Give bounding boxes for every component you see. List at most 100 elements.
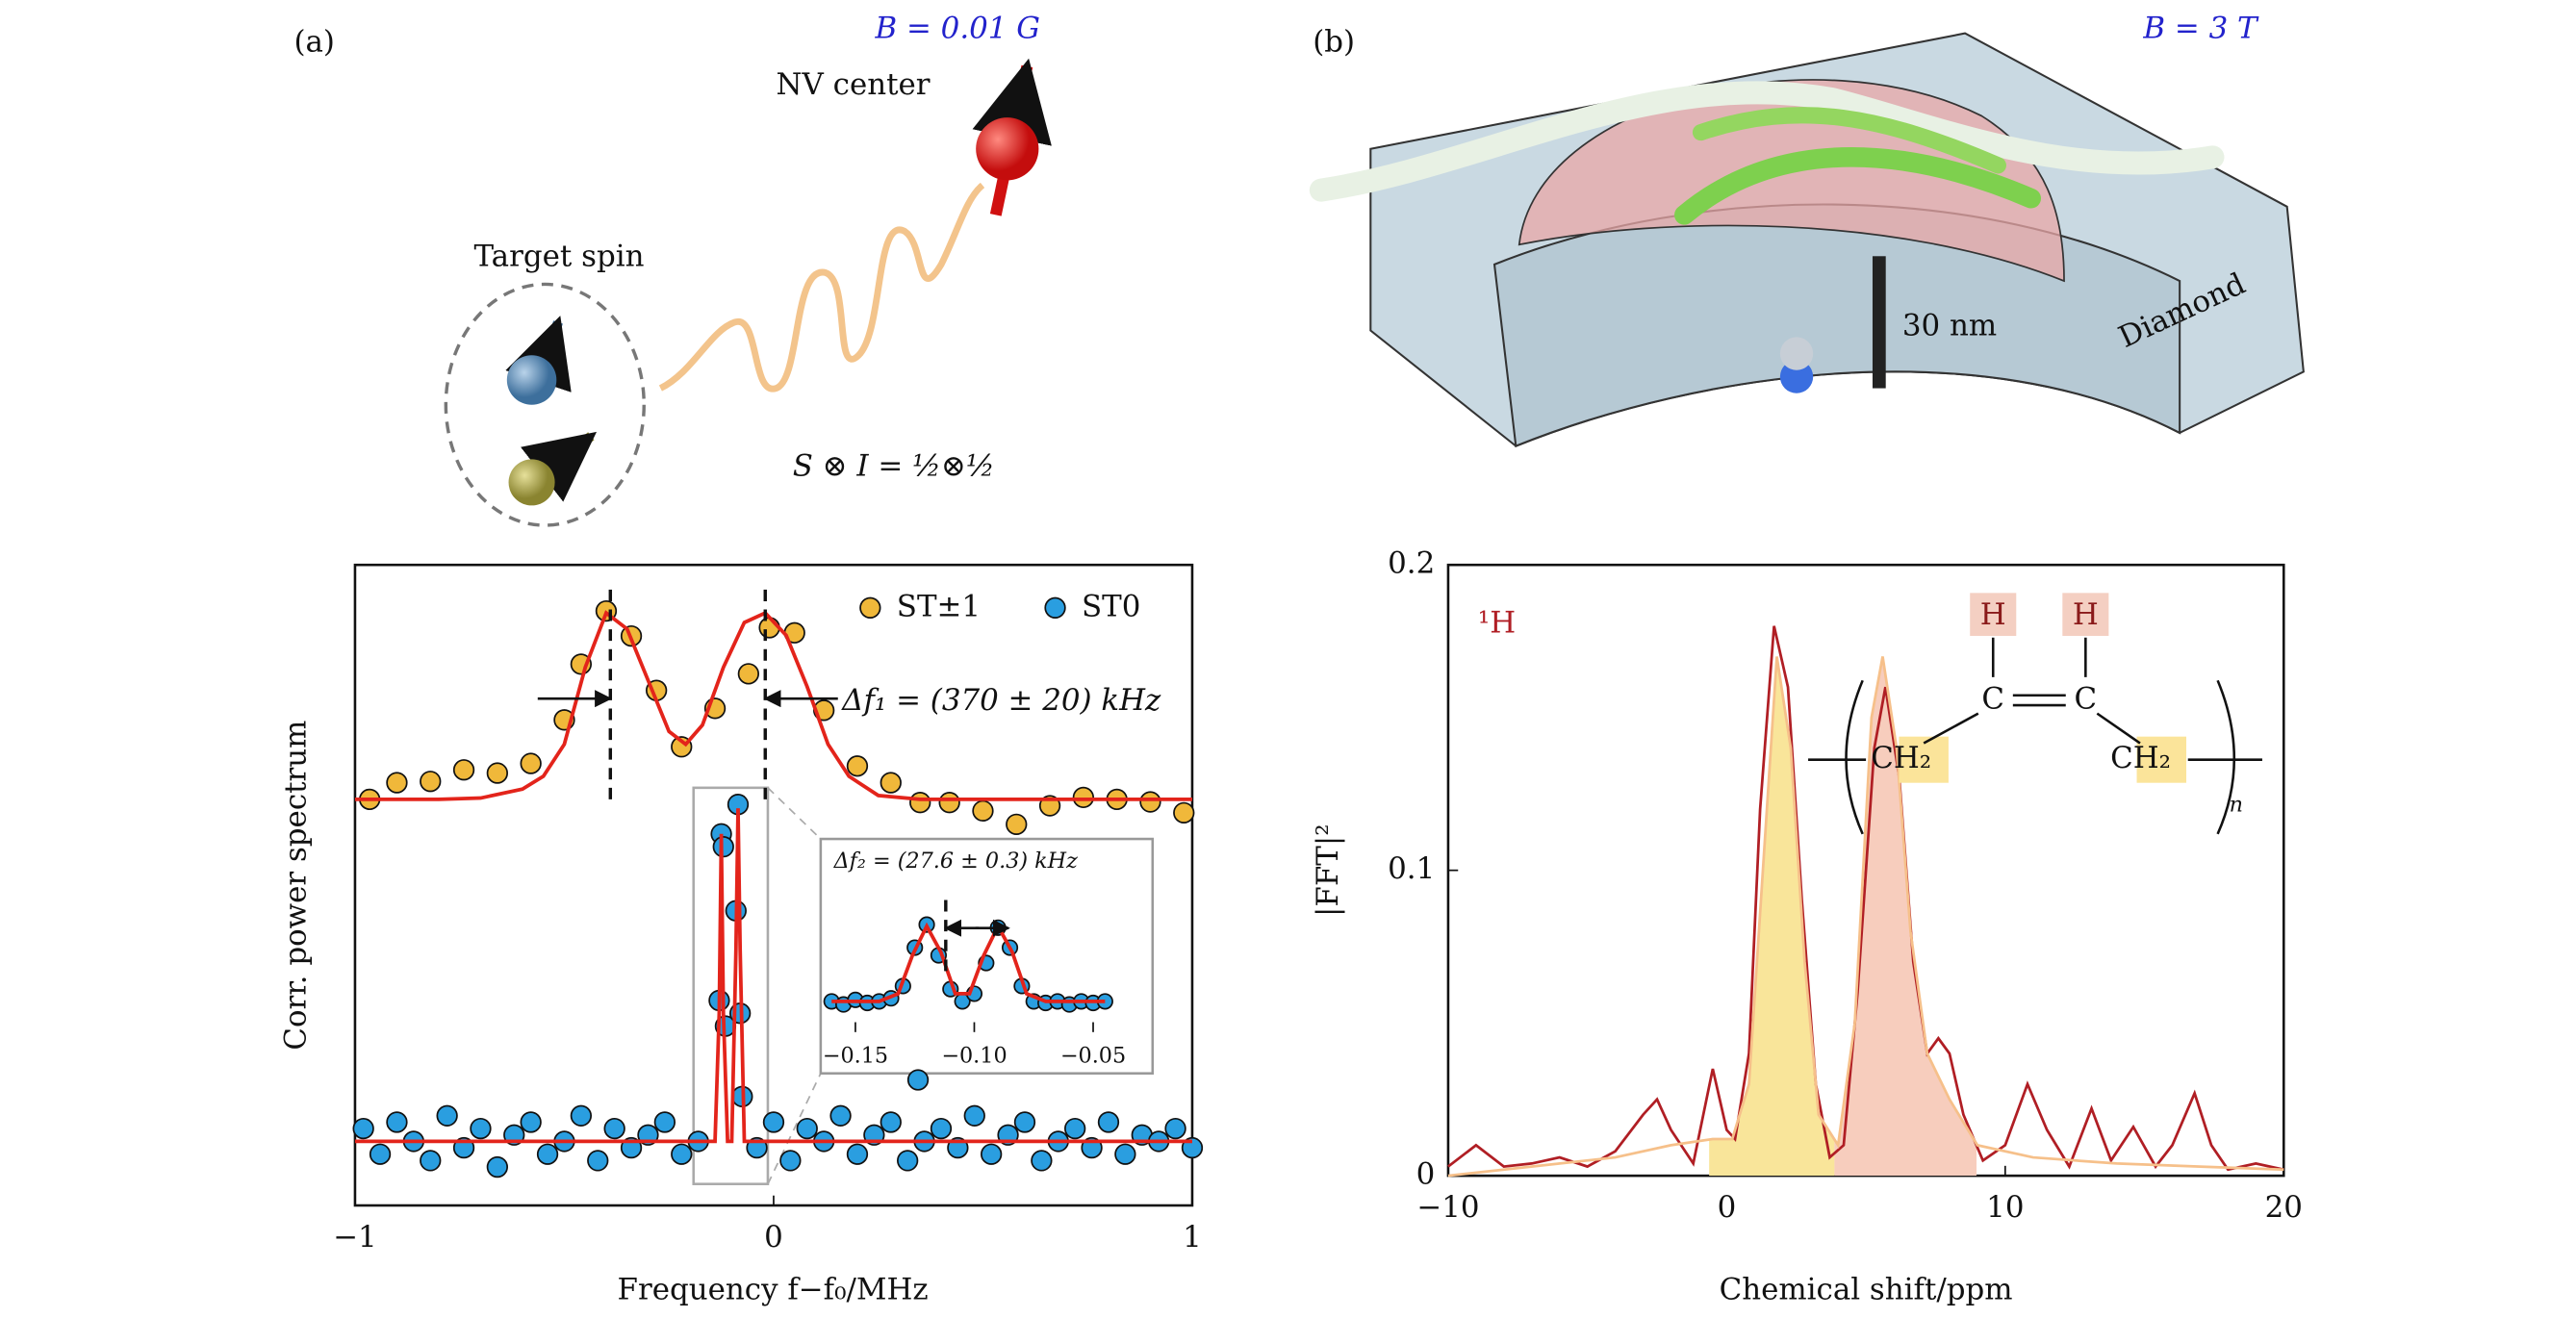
data-point [486, 1155, 509, 1179]
y-tick-label: 0.1 [1388, 851, 1435, 886]
data-point [1097, 1111, 1120, 1133]
data-point [846, 755, 869, 777]
formula: S ⊗ I = ½⊗½ [793, 448, 995, 483]
x-tick-label: 10 [1986, 1190, 2024, 1225]
nv-spin [1779, 360, 1814, 393]
x-tick-label: −1 [333, 1220, 377, 1255]
x-tick-label: −0.15 [823, 1044, 888, 1069]
diamond-front [1492, 203, 2181, 448]
y-tick-label: 0 [1416, 1157, 1436, 1192]
data-point [603, 1117, 625, 1140]
molecule: H H C C CH₂ CH₂ n [1808, 593, 2262, 835]
data-point [762, 1111, 785, 1133]
legend-marker [859, 596, 881, 619]
annotation: Δf₂ = (27.6 ± 0.3) kHz [833, 849, 1079, 874]
panel-label: (b) [1313, 24, 1355, 59]
fit-line [1447, 625, 2284, 1172]
polymer [1692, 107, 2006, 174]
nv-spin [1779, 337, 1814, 370]
data-point [520, 1111, 542, 1133]
data-point [436, 1104, 458, 1127]
data-point [712, 835, 734, 858]
atom: H [1980, 597, 2006, 632]
scale-label: 30 nm [1902, 309, 1997, 343]
y-tick-label: 0.2 [1388, 546, 1435, 581]
zoom-box [692, 786, 770, 1185]
data-point [352, 1117, 374, 1140]
illustration-b: (b) B = 3 T 30 nm Diamond [1309, 12, 2305, 448]
x-tick-label: 20 [2265, 1190, 2303, 1225]
target-spin [506, 355, 557, 405]
data-point [972, 799, 994, 823]
data-point [420, 1150, 442, 1172]
legend-label: ST±1 [897, 589, 981, 623]
data-point [587, 1150, 609, 1172]
fit-line [831, 922, 1106, 1003]
polymer [1309, 81, 2225, 202]
nv-center [976, 117, 1039, 181]
data-point [369, 1143, 392, 1165]
polymer [1674, 147, 2042, 225]
x-tick-label: −0.10 [941, 1044, 1007, 1069]
bonds [1808, 637, 2262, 835]
data-point [470, 1117, 492, 1140]
legend-label: ST0 [1082, 589, 1140, 623]
data-point [906, 1069, 930, 1091]
atom: C [1981, 681, 2004, 716]
spin-ellipse [444, 282, 646, 527]
illustration-a: (a) B = 0.01 G NV center Target spin S ⊗… [293, 12, 1052, 527]
nuclear-spin [508, 459, 555, 506]
y-axis-label: Corr. power spectrum [278, 721, 313, 1051]
x-tick-label: −0.05 [1060, 1044, 1126, 1069]
data-point [1031, 1150, 1053, 1172]
data-point [520, 752, 542, 774]
data-point [1064, 1117, 1086, 1140]
data-point [909, 792, 931, 814]
x-tick-label: 0 [1718, 1190, 1737, 1225]
zoom-line [767, 787, 822, 840]
fit-line [354, 808, 1192, 1144]
atom: H [2073, 597, 2099, 632]
wave [658, 182, 985, 393]
data-point [1114, 1143, 1136, 1165]
data-point [981, 1143, 1003, 1165]
data-point [880, 772, 902, 794]
field-label: B = 0.01 G [874, 12, 1039, 46]
data-point [796, 1117, 818, 1140]
legend-marker [1044, 596, 1066, 619]
y-axis-label: |FFT|² [1311, 824, 1345, 917]
data-point [829, 1104, 852, 1127]
data-point [963, 1104, 985, 1127]
repeat-index: n [2230, 793, 2243, 818]
data-point [671, 1143, 693, 1165]
shaded-area [1834, 656, 1977, 1177]
data-point [1164, 1117, 1186, 1140]
data-point [536, 1143, 559, 1165]
atom: C [2075, 681, 2098, 716]
highlight [2062, 593, 2109, 636]
atom: CH₂ [1871, 741, 1931, 775]
scale-bar [1872, 256, 1886, 389]
data-point [1072, 786, 1095, 809]
highlight [1970, 593, 2017, 636]
zoom-line [767, 1073, 822, 1185]
data-point [1013, 1111, 1036, 1133]
data-point [930, 1117, 953, 1140]
annotation: Δf₁ = (370 ± 20) kHz [841, 683, 1161, 718]
data-point [846, 1143, 869, 1165]
data-point [1139, 791, 1161, 813]
x-axis-label: Frequency f−f₀/MHz [618, 1273, 929, 1307]
x-tick-label: 0 [764, 1220, 783, 1255]
data-point [570, 1104, 593, 1127]
data-point [737, 663, 760, 685]
data-point [880, 1111, 902, 1133]
field-label: B = 3 T [2142, 12, 2259, 46]
nv-label: NV center [777, 67, 931, 102]
data-point [386, 1111, 408, 1133]
shaded-area [1709, 656, 1835, 1177]
data-point [1173, 801, 1195, 824]
data-point [486, 762, 509, 784]
atom: CH₂ [2110, 741, 2171, 775]
